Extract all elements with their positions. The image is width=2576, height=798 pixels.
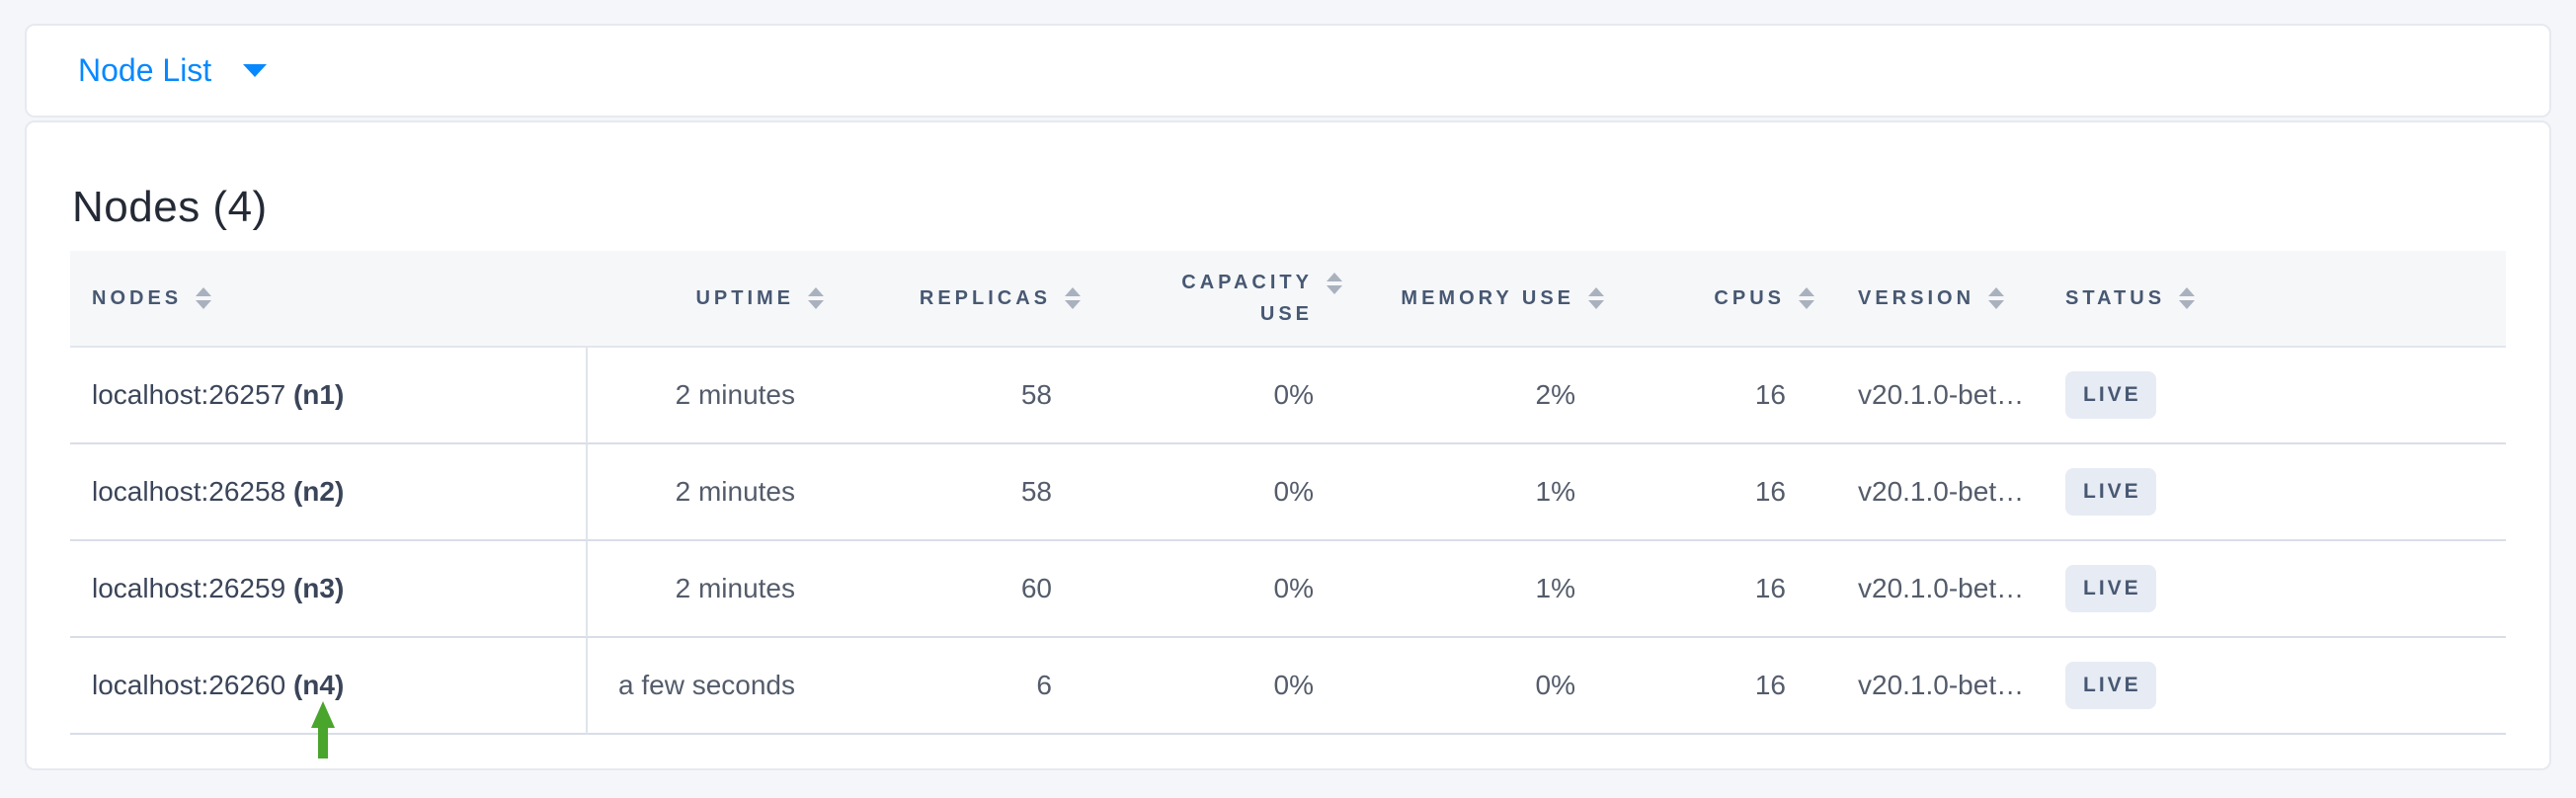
cell-memory-use: 2% bbox=[1354, 348, 1616, 444]
sort-down-icon bbox=[1065, 300, 1081, 309]
sort-icon bbox=[1327, 273, 1342, 294]
cell-cpus: 16 bbox=[1616, 348, 1826, 444]
cell-capacity-use: 0% bbox=[1092, 444, 1354, 541]
sort-down-icon bbox=[808, 300, 824, 309]
sort-icon bbox=[1588, 287, 1604, 309]
status-badge: LIVE bbox=[2065, 565, 2156, 612]
column-label: NODES bbox=[92, 286, 183, 309]
cell-uptime: 2 minutes bbox=[588, 541, 836, 638]
column-label: MEMORY USE bbox=[1401, 286, 1574, 309]
sort-down-icon bbox=[1799, 300, 1814, 309]
sort-down-icon bbox=[1327, 285, 1342, 294]
cell-cpus: 16 bbox=[1616, 541, 1826, 638]
cell-node-address: localhost:26260 (n4) bbox=[70, 638, 588, 735]
cell-version: v20.1.0-bet… bbox=[1826, 348, 2026, 444]
cell-status: LIVE bbox=[2026, 638, 2506, 735]
view-selector-dropdown[interactable]: Node List bbox=[27, 26, 268, 116]
cell-uptime: 2 minutes bbox=[588, 348, 836, 444]
column-header-memory-use[interactable]: MEMORY USE bbox=[1354, 251, 1616, 348]
column-header-capacity-use[interactable]: CAPACITY USE bbox=[1092, 251, 1354, 348]
cell-replicas: 6 bbox=[836, 638, 1092, 735]
column-header-nodes[interactable]: NODES bbox=[70, 251, 588, 348]
sort-up-icon bbox=[1988, 287, 2005, 296]
sort-up-icon bbox=[1588, 287, 1604, 296]
view-selector-label: Node List bbox=[78, 52, 212, 88]
cell-replicas: 58 bbox=[836, 348, 1092, 444]
view-selector-bar: Node List bbox=[25, 24, 2551, 118]
column-header-replicas[interactable]: REPLICAS bbox=[836, 251, 1092, 348]
sort-icon bbox=[2179, 287, 2196, 309]
sort-icon bbox=[1799, 287, 1814, 309]
column-header-version[interactable]: VERSION bbox=[1826, 251, 2026, 348]
cell-capacity-use: 0% bbox=[1092, 541, 1354, 638]
node-id: (n4) bbox=[292, 670, 345, 700]
status-badge: LIVE bbox=[2065, 371, 2156, 419]
sort-icon bbox=[808, 287, 824, 309]
cell-replicas: 60 bbox=[836, 541, 1092, 638]
cell-cpus: 16 bbox=[1616, 444, 1826, 541]
nodes-card: Nodes (4) NODES UPTIME bbox=[25, 120, 2551, 770]
column-label: CPUS bbox=[1714, 286, 1785, 309]
sort-up-icon bbox=[1065, 287, 1081, 296]
sort-down-icon bbox=[196, 300, 212, 309]
cell-node-address: localhost:26258 (n2) bbox=[70, 444, 588, 541]
table-row-n4: localhost:26260 (n4) a few seconds 6 0% … bbox=[70, 638, 2506, 735]
cell-status: LIVE bbox=[2026, 541, 2506, 638]
table-row-n1: localhost:26257 (n1) 2 minutes 58 0% 2% … bbox=[70, 348, 2506, 444]
cell-replicas: 58 bbox=[836, 444, 1092, 541]
table-header-row: NODES UPTIME REPLICAS bbox=[70, 251, 2506, 348]
cell-memory-use: 1% bbox=[1354, 444, 1616, 541]
node-list-table: NODES UPTIME REPLICAS bbox=[70, 251, 2506, 735]
column-label: VERSION bbox=[1858, 286, 1975, 309]
cell-version: v20.1.0-bet… bbox=[1826, 444, 2026, 541]
sort-icon bbox=[1988, 287, 2005, 309]
sort-up-icon bbox=[196, 287, 212, 296]
cell-node-address: localhost:26257 (n1) bbox=[70, 348, 588, 444]
cell-status: LIVE bbox=[2026, 444, 2506, 541]
column-label: CAPACITY USE bbox=[1181, 272, 1313, 325]
sort-up-icon bbox=[2179, 287, 2196, 296]
cell-version: v20.1.0-bet… bbox=[1826, 638, 2026, 735]
column-label: STATUS bbox=[2065, 286, 2166, 309]
sort-up-icon bbox=[1799, 287, 1814, 296]
caret-down-icon bbox=[243, 64, 268, 77]
cell-uptime: 2 minutes bbox=[588, 444, 836, 541]
green-up-arrow-icon bbox=[311, 701, 335, 758]
sort-down-icon bbox=[1588, 300, 1604, 309]
column-label: REPLICAS bbox=[919, 286, 1051, 309]
sort-icon bbox=[196, 287, 212, 309]
cell-status: LIVE bbox=[2026, 348, 2506, 444]
sort-down-icon bbox=[1988, 300, 2005, 309]
table-row-n3: localhost:26259 (n3) 2 minutes 60 0% 1% … bbox=[70, 541, 2506, 638]
column-header-status[interactable]: STATUS bbox=[2026, 251, 2506, 348]
cell-cpus: 16 bbox=[1616, 638, 1826, 735]
sort-icon bbox=[1065, 287, 1081, 309]
sort-up-icon bbox=[1327, 273, 1342, 281]
cell-node-address: localhost:26259 (n3) bbox=[70, 541, 588, 638]
status-badge: LIVE bbox=[2065, 662, 2156, 709]
cell-capacity-use: 0% bbox=[1092, 638, 1354, 735]
page-title: Nodes (4) bbox=[72, 183, 268, 231]
cell-version: v20.1.0-bet… bbox=[1826, 541, 2026, 638]
column-header-uptime[interactable]: UPTIME bbox=[588, 251, 836, 348]
status-badge: LIVE bbox=[2065, 468, 2156, 516]
node-id: (n3) bbox=[292, 573, 345, 603]
cell-memory-use: 0% bbox=[1354, 638, 1616, 735]
table-row-n2: localhost:26258 (n2) 2 minutes 58 0% 1% … bbox=[70, 444, 2506, 541]
sort-up-icon bbox=[808, 287, 824, 296]
sort-down-icon bbox=[2179, 300, 2196, 309]
node-id: (n2) bbox=[292, 476, 345, 507]
column-header-cpus[interactable]: CPUS bbox=[1616, 251, 1826, 348]
node-id: (n1) bbox=[292, 379, 345, 410]
cell-uptime: a few seconds bbox=[588, 638, 836, 735]
column-label: UPTIME bbox=[695, 286, 794, 309]
cell-capacity-use: 0% bbox=[1092, 348, 1354, 444]
cell-memory-use: 1% bbox=[1354, 541, 1616, 638]
